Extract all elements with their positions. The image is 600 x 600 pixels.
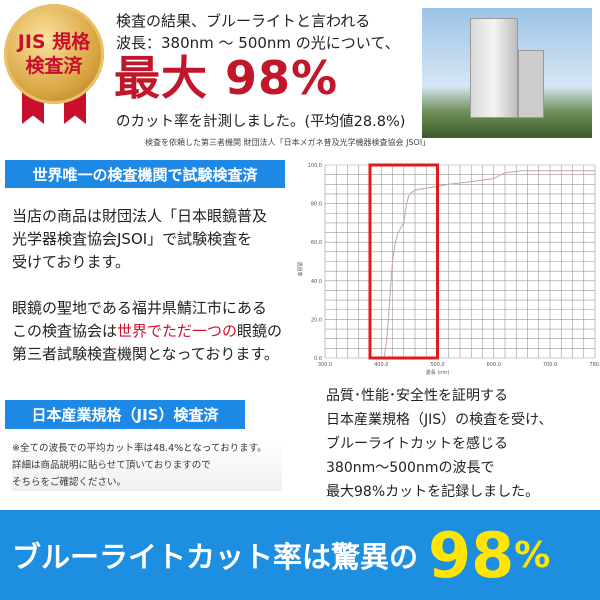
y-tick-label: 20.0 [311,317,322,323]
building-wing [518,50,544,118]
y-tick-label: 0.0 [314,356,322,362]
text-line: 最大98%カットを記録しました。 [326,484,540,500]
text-line: 眼鏡の聖地である福井県鯖江市にある [12,299,267,317]
headline-line3: のカット率を計測しました。(平均値28.8%) [116,114,406,130]
highlight-text: 世界でただ一つの [117,322,238,340]
text-line: 光学器検査協会JSOI」で試験検査を [12,230,253,248]
building [470,18,518,118]
text: この検査協会は [12,322,118,340]
section1-paragraph2: 眼鏡の聖地である福井県鯖江市にある この検査協会は世界でただ一つの眼鏡の 第三者… [12,297,282,366]
transmittance-curve [381,170,595,359]
headline-big: 最大 98% [114,51,339,105]
text-line: 日本産業規格（JIS）の検査を受け、 [326,412,553,428]
x-tick-label: 780. [589,362,600,368]
note-line: ※全ての波長での平均カット率は48.4%となっております。 [12,443,267,454]
headline-line1: 検査の結果、ブルーライトと言われる [116,12,371,30]
x-tick-label: 300.0 [318,362,332,368]
transmittance-chart: 0.0 20.0 40.0 60.0 80.0 100.0 300.0 400.0 500.0 6… [296,163,600,376]
y-tick-label: 80.0 [311,202,322,208]
highlight-box [368,163,439,360]
x-tick-label: 500.0 [430,362,444,368]
text: 眼鏡の [237,322,283,340]
bottom-number: 98 [428,518,515,592]
note-line: 詳細は商品説明に貼らせて頂いておりますので [12,460,211,471]
text-line: 品質･性能･安全性を証明する [326,388,508,404]
text-line: 380nm〜500nmの波長で [326,460,495,476]
notes: ※全ての波長での平均カット率は48.4%となっております。 詳細は商品説明に貼ら… [12,440,282,491]
text-line: この検査協会は世界でただ一つの眼鏡の [12,320,282,343]
section1-banner: 世界唯一の検査機関で試験検査済 [5,160,285,188]
x-tick-label: 700.0 [543,362,557,368]
section2-banner: 日本産業規格（JIS）検査済 [5,400,245,429]
text-line: ブルーライトカットを感じる [326,436,508,452]
bottom-text: ブルーライトカット率は驚異の [12,540,419,574]
headline-line2: 波長：380nm 〜 500nm の光について、 [116,34,400,52]
note-line: そちらをご確認ください。 [12,477,127,488]
right-text: 品質･性能･安全性を証明する 日本産業規格（JIS）の検査を受け、 ブルーライト… [326,384,552,504]
jis-badge: JIS 規格 検査済 [4,4,104,104]
y-tick-label: 100.0 [308,163,322,169]
x-axis-label: 波長 (nm) [426,369,450,376]
y-tick-label: 40.0 [311,279,322,285]
badge-line2: 検査済 [25,55,83,77]
text-line: 受けております。 [12,253,131,271]
text-line: 当店の商品は財団法人「日本眼鏡普及 [12,207,268,225]
bottom-banner: ブルーライトカット率は驚異の 98 % [0,510,600,600]
badge-line1: JIS 規格 [17,31,91,53]
y-axis-label: 透過率 [296,262,303,277]
section1-paragraph1: 当店の商品は財団法人「日本眼鏡普及 光学器検査協会JSOI」で試験検査を 受けて… [12,205,267,274]
bottom-percent: % [514,534,551,576]
x-tick-label: 400.0 [374,362,388,368]
y-tick-label: 60.0 [311,240,322,246]
text-line: 第三者試験検査機関となっております。 [12,345,279,363]
x-tick-label: 600.0 [487,362,501,368]
caption: 検査を依頼した第三者機関 財団法人「日本メガネ普及光学機器検査協会 JSOI」 [145,138,431,147]
